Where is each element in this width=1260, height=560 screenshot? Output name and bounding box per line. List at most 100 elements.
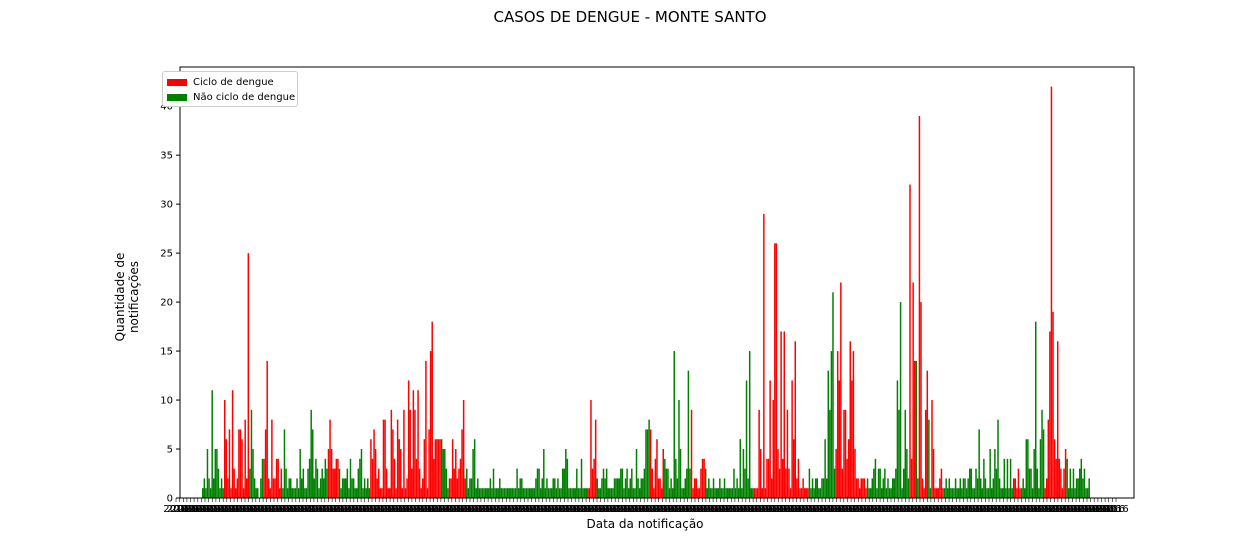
x-tick-label: 2016 (690, 504, 715, 515)
bar (770, 478, 773, 498)
x-tick-label: 2016 (312, 504, 337, 515)
bar (365, 488, 367, 498)
bar (855, 478, 858, 498)
x-tick-label: 2016 (490, 504, 515, 515)
x-tick-label: 2016 (174, 504, 199, 515)
x-tick-label: 2016 (494, 504, 519, 515)
x-tick-label: 2016 (983, 504, 1008, 515)
bar (869, 488, 872, 498)
x-tick-label: 2016 (933, 504, 958, 515)
bar (418, 468, 421, 498)
bar (280, 468, 283, 498)
bar (923, 488, 925, 498)
bar (626, 468, 628, 498)
x-tick-label: 2016 (566, 504, 591, 515)
bar (431, 321, 433, 498)
bar (414, 409, 416, 498)
x-tick-label: 2016 (1049, 504, 1074, 515)
x-tick-label: 2016 (287, 504, 312, 515)
bar (901, 488, 903, 498)
bar (731, 488, 734, 498)
bar (965, 488, 968, 498)
bar (915, 360, 918, 498)
x-tick-label: 2016 (613, 504, 638, 515)
bar (745, 380, 748, 498)
x-tick-label: 2016 (425, 504, 450, 515)
bar (984, 478, 987, 498)
bar (341, 478, 344, 498)
x-tick-label: 2016 (631, 504, 656, 515)
bar (904, 409, 907, 498)
x-tick-label: 2016 (279, 504, 304, 515)
bar (228, 429, 231, 498)
bar (272, 478, 275, 498)
x-tick-label: 2016 (871, 504, 896, 515)
bar (719, 478, 721, 498)
bar (1052, 311, 1054, 498)
bar (723, 478, 726, 498)
bar (1030, 468, 1032, 498)
x-tick-label: 2016 (1060, 504, 1085, 515)
x-tick-label: 2016 (356, 504, 381, 515)
bar (829, 409, 831, 498)
bar (660, 488, 663, 498)
bar (978, 429, 980, 498)
bar (313, 478, 316, 498)
bar (624, 478, 627, 498)
bar (954, 478, 957, 498)
x-tick-label: 2016 (523, 504, 548, 515)
bar (675, 458, 677, 498)
x-tick-label: 2016 (577, 504, 602, 515)
bar (263, 458, 265, 498)
bar (876, 488, 878, 498)
x-tick-label: 2016 (1031, 504, 1056, 515)
bar (1066, 458, 1068, 498)
bar (321, 468, 323, 498)
x-tick-label: 2016 (406, 504, 431, 515)
x-tick-label: 2016 (588, 504, 613, 515)
bar (312, 429, 314, 498)
x-tick-label: 2016 (446, 504, 471, 515)
bar (398, 439, 400, 498)
bar (689, 468, 691, 498)
bar (651, 468, 653, 498)
bar (205, 488, 207, 498)
x-tick-label: 2016 (715, 504, 740, 515)
x-tick-label: 2016 (334, 504, 359, 515)
y-tick-label: 40 (160, 102, 173, 113)
bar (484, 488, 487, 498)
bar (953, 488, 955, 498)
bar (318, 488, 320, 498)
x-tick-label: 2016 (254, 504, 279, 515)
y-tick-label: 20 (160, 298, 173, 309)
x-tick-label: 2016 (936, 504, 961, 515)
x-tick-label: 2016 (236, 504, 261, 515)
bar (752, 488, 754, 498)
x-tick-label: 2016 (842, 504, 867, 515)
bar (1069, 468, 1072, 498)
bar (741, 488, 743, 498)
x-tick-label: 2016 (501, 504, 526, 515)
bar (1005, 488, 1007, 498)
x-tick-label: 2016 (163, 504, 188, 515)
x-tick-label: 2016 (370, 504, 395, 515)
bar (299, 449, 301, 498)
bar (1045, 478, 1048, 498)
bar (301, 478, 303, 498)
x-tick-label: 2016 (323, 504, 348, 515)
bar (783, 331, 786, 498)
bar (480, 488, 482, 498)
x-tick-label: 2016 (704, 504, 729, 515)
bar (428, 429, 430, 498)
bar (618, 478, 620, 498)
bar (629, 478, 631, 498)
bar (565, 449, 567, 498)
x-tick-label: 2016 (250, 504, 275, 515)
bar (906, 449, 908, 498)
x-tick-label: 2016 (817, 504, 842, 515)
bar (704, 468, 707, 498)
bar (561, 468, 564, 498)
x-tick-label: 2016 (987, 504, 1012, 515)
x-tick-label: 2016 (639, 504, 664, 515)
bar (863, 478, 866, 498)
